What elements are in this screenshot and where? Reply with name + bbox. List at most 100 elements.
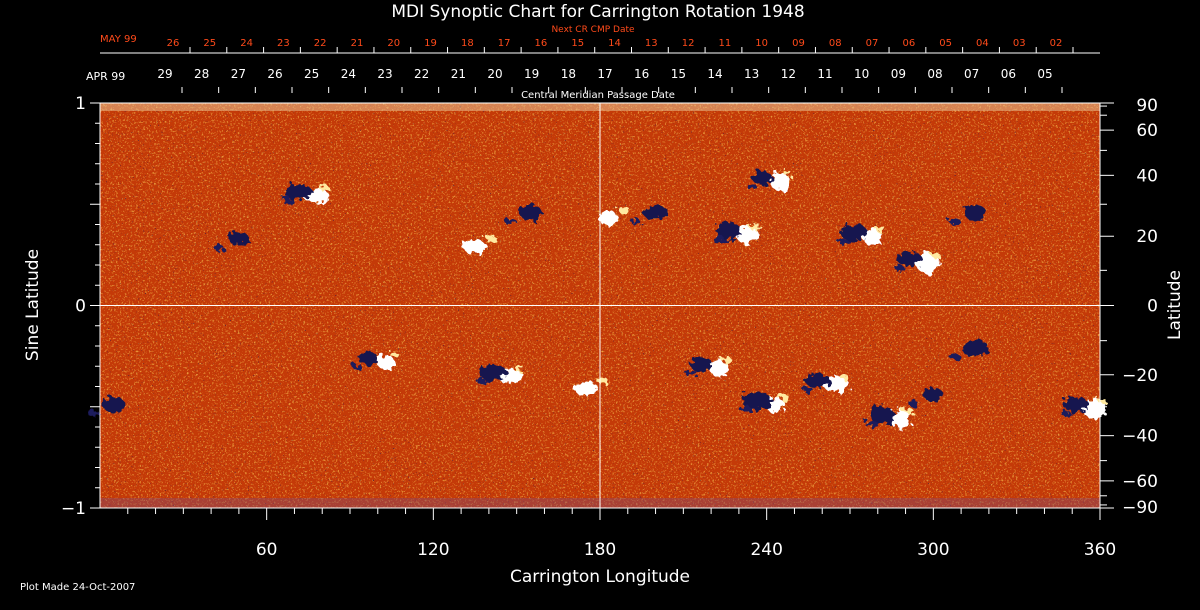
y-axis-right-label: Latitude [1165, 270, 1185, 340]
active-region [711, 221, 761, 244]
region-negative-patch [504, 218, 517, 225]
chart-title: MDI Synoptic Chart for Carrington Rotati… [391, 2, 804, 22]
y-left-tick-label: 0 [75, 297, 86, 317]
region-negative-patch [949, 218, 961, 225]
region-positive-patch [839, 373, 848, 380]
cmp-date-label: 10 [854, 67, 869, 81]
region-positive-patch [376, 355, 395, 370]
region-negative-patch [478, 364, 507, 381]
x-tick-label: 300 [917, 540, 949, 560]
plot-made-note: Plot Made 24-Oct-2007 [20, 582, 135, 593]
next-cr-date-label: 22 [314, 38, 327, 49]
cmp-axis-label: Central Meridian Passage Date [521, 90, 675, 101]
region-negative-patch [837, 238, 850, 245]
next-cr-date-label: 06 [902, 38, 915, 49]
next-cr-date-label: 02 [1050, 38, 1063, 49]
cmp-date-label: 29 [157, 67, 172, 81]
next-cr-date-label: 07 [866, 38, 879, 49]
cmp-date-label: 16 [634, 67, 649, 81]
region-positive-patch [596, 377, 609, 384]
active-region [802, 373, 849, 393]
active-region [739, 391, 789, 413]
active-region [282, 184, 330, 205]
next-cr-date-label: 12 [682, 38, 695, 49]
active-region [213, 231, 249, 251]
cmp-date-label: 08 [927, 67, 942, 81]
active-region [837, 224, 885, 246]
region-negative-patch [711, 236, 726, 243]
region-positive-patch [463, 239, 487, 254]
cmp-date-label: 07 [964, 67, 979, 81]
region-negative-patch [894, 264, 905, 271]
region-negative-patch [739, 406, 754, 413]
region-positive-patch [574, 381, 599, 396]
region-negative-patch [741, 391, 772, 410]
region-negative-patch [102, 396, 125, 413]
region-negative-patch [802, 386, 813, 393]
active-region [352, 351, 398, 371]
region-positive-patch [722, 357, 733, 364]
sine-latitude-axis: 1 0 −1 [61, 94, 100, 519]
cmp-date-label: 12 [781, 67, 796, 81]
next-cr-date-label: 08 [829, 38, 842, 49]
y-axis-left-label: Sine Latitude [23, 249, 43, 361]
active-region [574, 377, 609, 396]
region-negative-patch [284, 184, 313, 201]
region-negative-patch [923, 387, 944, 402]
cmp-date-ticks: 29 28 27 26 25 24 23 22 21 20 19 18 17 16 15 14 13 12 11 10… [157, 67, 1063, 93]
region-negative-patch [949, 354, 961, 361]
y-right-tick-label: 20 [1136, 227, 1158, 247]
next-cr-date-label: 21 [351, 38, 364, 49]
next-cr-date-label: 09 [792, 38, 805, 49]
cmp-date-label: 14 [707, 67, 722, 81]
cmp-date-label: 27 [231, 67, 246, 81]
cmp-date-label: 11 [817, 67, 832, 81]
region-negative-patch [476, 378, 489, 385]
next-cr-date-label: 13 [645, 38, 658, 49]
active-region [949, 204, 986, 225]
cmp-date-label: 17 [597, 67, 612, 81]
region-negative-patch [642, 205, 669, 220]
region-positive-patch [513, 365, 524, 372]
region-positive-patch [901, 407, 914, 414]
region-negative-patch [357, 351, 378, 366]
region-negative-patch [961, 340, 989, 357]
next-cr-axis-label: Next CR CMP Date [551, 25, 635, 35]
active-region [908, 387, 944, 407]
x-tick-label: 60 [256, 540, 278, 560]
active-region [504, 204, 542, 225]
cmp-month-label: APR 99 [86, 70, 125, 83]
region-positive-patch [599, 210, 618, 227]
x-axis-label: Carrington Longitude [510, 567, 690, 587]
next-cr-date-label: 15 [571, 38, 584, 49]
region-positive-patch [319, 185, 330, 192]
next-cr-date-label: 05 [939, 38, 952, 49]
next-cr-date-label: 24 [240, 38, 253, 49]
x-tick-label: 180 [584, 540, 616, 560]
region-negative-patch [752, 170, 773, 185]
next-cr-date-label: 18 [461, 38, 474, 49]
cmp-date-label: 21 [451, 67, 466, 81]
y-right-tick-label: −20 [1122, 366, 1158, 386]
cmp-date-label: 23 [377, 67, 392, 81]
y-right-tick-label: 90 [1136, 96, 1158, 116]
region-negative-patch [228, 231, 249, 246]
x-tick-label: 120 [417, 540, 449, 560]
region-negative-patch [1061, 410, 1072, 417]
active-region [949, 340, 989, 361]
region-negative-patch [685, 370, 698, 377]
region-negative-patch [630, 218, 641, 225]
region-negative-patch [519, 204, 542, 221]
active-region [747, 170, 793, 191]
region-negative-patch [213, 244, 224, 251]
cmp-date-label: 20 [487, 67, 502, 81]
y-right-tick-label: −40 [1122, 427, 1158, 447]
region-positive-patch [618, 207, 631, 214]
cmp-date-label: 19 [524, 67, 539, 81]
next-cr-date-label: 14 [608, 38, 621, 49]
cmp-date-label: 05 [1037, 67, 1052, 81]
region-positive-patch [1098, 397, 1107, 404]
x-tick-label: 240 [750, 540, 782, 560]
next-cr-date-label: 26 [167, 38, 180, 49]
region-negative-patch [87, 410, 100, 417]
